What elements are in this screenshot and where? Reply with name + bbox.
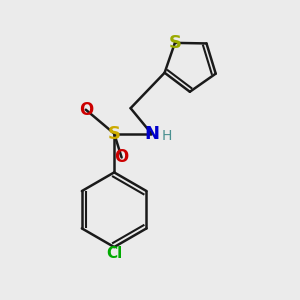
Text: S: S [108, 124, 121, 142]
Text: H: H [162, 129, 172, 143]
Text: O: O [115, 148, 129, 166]
Text: S: S [168, 34, 182, 52]
Text: Cl: Cl [106, 246, 122, 261]
Text: N: N [144, 124, 159, 142]
Text: O: O [79, 101, 93, 119]
